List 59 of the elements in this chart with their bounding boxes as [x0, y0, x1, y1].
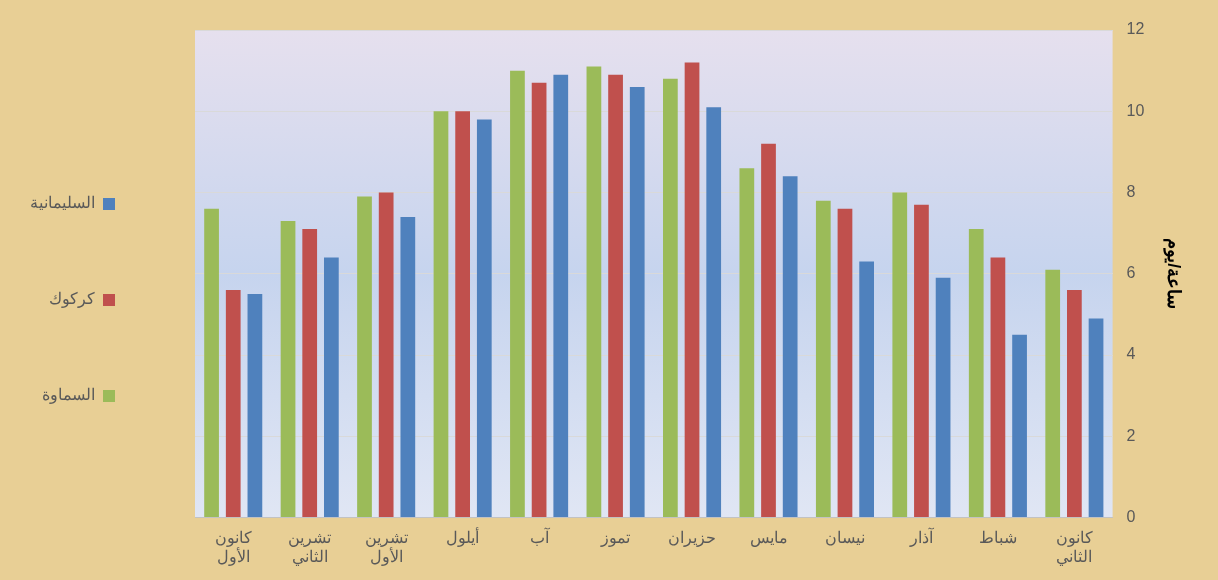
bar — [378, 192, 394, 518]
bar — [761, 143, 776, 518]
y-tick-label: 12 — [1126, 20, 1145, 38]
bar — [706, 107, 722, 518]
legend-label: كركوك — [49, 290, 95, 309]
bar — [815, 200, 831, 518]
bar — [1012, 334, 1027, 518]
bar — [608, 74, 623, 518]
x-tick-label: كانون الثاني — [1055, 528, 1093, 566]
x-tick-label: تشرين الأول — [364, 528, 408, 566]
bar — [400, 216, 416, 518]
bar — [455, 111, 470, 518]
bar — [892, 192, 908, 518]
bar — [1088, 318, 1104, 518]
bar — [531, 82, 547, 518]
x-tick-label: مايس — [749, 528, 788, 547]
bar — [914, 204, 929, 518]
x-tick-label: أيلول — [446, 526, 480, 547]
bar — [629, 86, 645, 518]
bar — [510, 70, 525, 518]
bar — [433, 111, 449, 518]
y-tick-label: 8 — [1126, 182, 1136, 200]
x-tick-label: آذار — [908, 526, 935, 547]
x-tick-label: حزيران — [668, 528, 717, 547]
bar — [280, 220, 296, 518]
bar — [684, 62, 700, 518]
x-tick-label: آب — [529, 526, 551, 546]
bar — [1067, 290, 1082, 518]
bar — [968, 229, 984, 518]
y-axis-title: ساعة/يوم — [1163, 238, 1185, 310]
y-tick-label: 6 — [1126, 264, 1136, 282]
bar — [553, 74, 569, 518]
y-tick-label: 4 — [1126, 345, 1136, 363]
bar — [302, 229, 318, 518]
bar — [990, 257, 1006, 518]
x-tick-label: شباط — [978, 528, 1017, 546]
bar — [225, 290, 241, 518]
x-tick-label: كانون الأول — [214, 528, 252, 566]
bar — [204, 208, 219, 518]
y-tick-label: 0 — [1126, 508, 1136, 526]
bar — [935, 277, 951, 518]
x-tick-label: نيسان — [824, 528, 865, 546]
bar — [247, 294, 263, 518]
bar — [586, 66, 602, 518]
bar — [1045, 269, 1061, 518]
bar — [782, 176, 798, 518]
bar — [324, 257, 339, 518]
bar — [859, 261, 874, 518]
y-tick-label: 2 — [1126, 426, 1136, 444]
y-tick-label: 10 — [1126, 101, 1145, 119]
x-tick-label: تشرين الثاني — [288, 528, 332, 566]
bar — [476, 119, 492, 518]
bar — [357, 196, 372, 518]
bar — [837, 208, 853, 518]
bar — [663, 78, 678, 518]
legend-label: السماوة — [42, 386, 95, 405]
x-tick-label: تموز — [600, 528, 631, 547]
bar — [739, 168, 755, 518]
legend-label: السليمانية — [30, 194, 95, 212]
